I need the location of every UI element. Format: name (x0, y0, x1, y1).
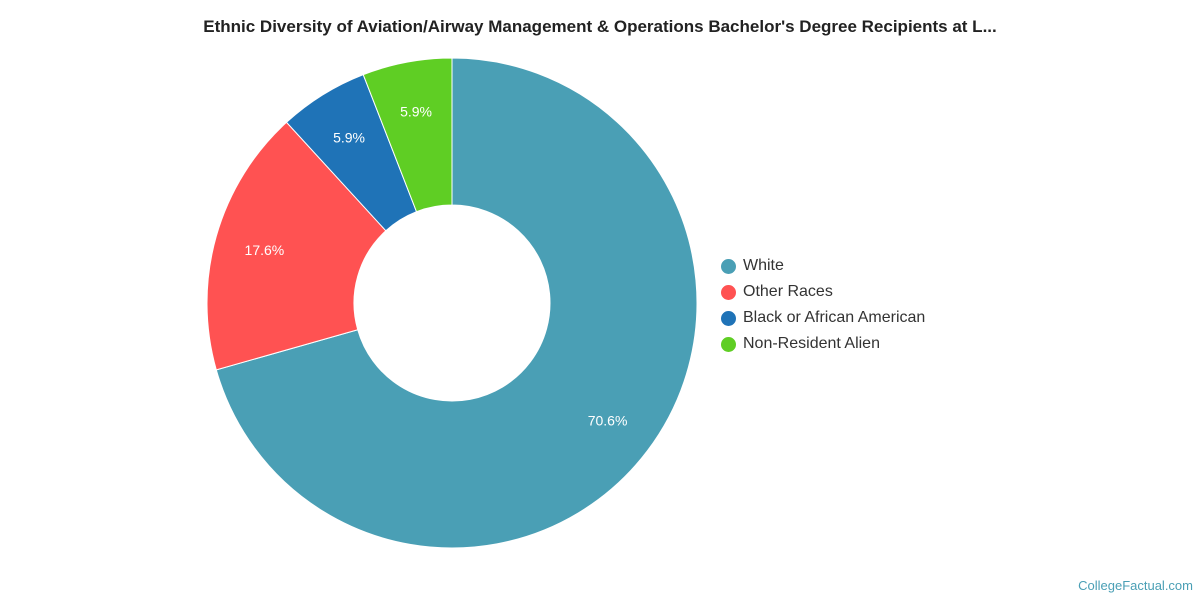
legend-item-other-races[interactable]: Other Races (721, 279, 925, 305)
slice-label-white: 70.6% (588, 413, 628, 429)
legend-swatch-non-resident-alien (721, 336, 736, 352)
chart-title: Ethnic Diversity of Aviation/Airway Mana… (203, 17, 997, 36)
chart-legend: White Other Races Black or African Ameri… (721, 253, 925, 357)
slice-other-races[interactable] (206, 121, 387, 371)
slice-non-resident-alien[interactable] (362, 57, 453, 213)
slice-label-other-races: 17.6% (245, 242, 285, 258)
slice-label-non-resident-alien: 5.9% (400, 103, 432, 119)
legend-swatch-other-races (721, 284, 736, 300)
legend-item-white[interactable]: White (721, 253, 925, 279)
legend-label-black-or-african-american: Black or African American (743, 309, 926, 326)
source-watermark[interactable]: CollegeFactual.com (1078, 578, 1193, 593)
legend-item-non-resident-alien[interactable]: Non-Resident Alien (721, 331, 925, 357)
legend-label-non-resident-alien: Non-Resident Alien (743, 335, 880, 352)
slice-white[interactable] (215, 57, 698, 549)
legend-label-white: White (743, 257, 784, 274)
legend-swatch-black-or-african-american (721, 310, 736, 326)
slice-label-black-or-african-american: 5.9% (333, 129, 365, 145)
legend-swatch-white (721, 258, 736, 274)
legend-item-black-or-african-american[interactable]: Black or African American (721, 305, 925, 331)
legend-label-other-races: Other Races (743, 283, 833, 300)
